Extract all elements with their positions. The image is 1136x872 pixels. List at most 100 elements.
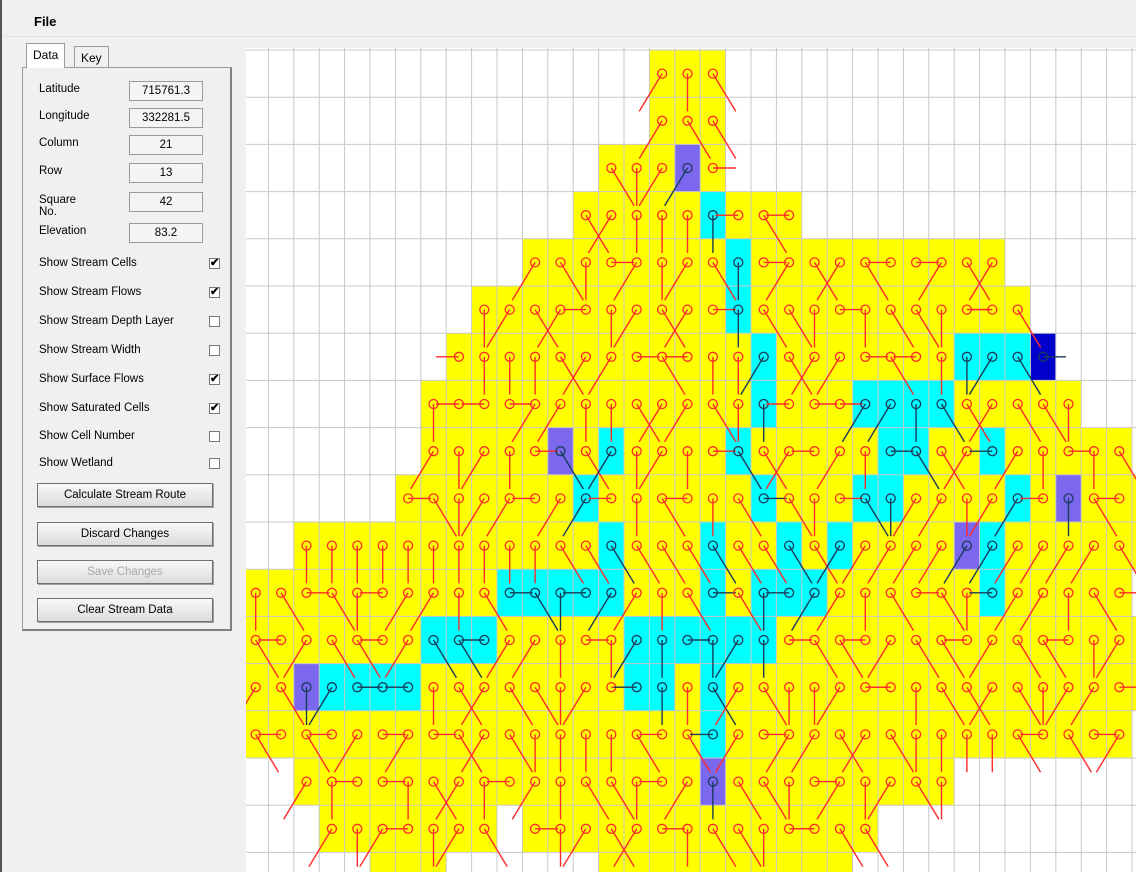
flow-node	[733, 823, 744, 834]
land-cell	[928, 663, 955, 711]
checkbox-show-saturated-cells[interactable]: Show Saturated Cells ✔	[39, 401, 225, 419]
flow-node	[910, 587, 922, 598]
flow-arrow	[486, 309, 511, 348]
flow-arrow	[737, 545, 762, 584]
flow-arrow	[610, 781, 635, 820]
map-canvas[interactable]	[246, 48, 1136, 872]
tab-data[interactable]: Data	[26, 43, 66, 68]
flow-arrow	[511, 262, 536, 301]
map-grid[interactable]	[246, 48, 1136, 872]
flow-node	[860, 729, 871, 740]
flow-node	[783, 304, 795, 315]
flow-arrow	[638, 167, 663, 207]
flow-node	[656, 115, 668, 126]
flow-node	[479, 351, 490, 362]
checkbox-show-wetland[interactable]: Show Wetland	[39, 456, 225, 474]
flow-node	[428, 682, 439, 693]
flow-node	[682, 493, 693, 504]
flow-node	[606, 587, 617, 598]
menu-file[interactable]: File	[34, 14, 57, 29]
flow-arrow	[864, 262, 889, 301]
flow-node	[783, 540, 795, 551]
flow-arrow	[664, 309, 689, 348]
checkbox[interactable]: ✔	[209, 257, 220, 269]
checkbox-show-stream-depth-layer[interactable]: Show Stream Depth Layer	[39, 314, 225, 332]
checkbox-label: Show Stream Depth Layer	[39, 315, 174, 327]
flow-node	[987, 587, 998, 598]
flow-node	[402, 634, 414, 646]
flow-node	[275, 682, 287, 693]
flow-arrow	[839, 734, 864, 773]
flow-arrow	[968, 403, 993, 443]
flow-arrow	[968, 498, 993, 537]
checkbox[interactable]	[209, 345, 220, 356]
flow-node	[987, 540, 998, 551]
checkbox[interactable]	[209, 316, 220, 327]
flow-arrow	[559, 545, 584, 584]
checkbox-show-stream-flows[interactable]: Show Stream Flows ✔	[39, 285, 225, 303]
flow-arrow	[813, 639, 838, 679]
checkbox-show-stream-cells[interactable]: Show Stream Cells ✔	[39, 256, 225, 274]
checkbox-show-surface-flows[interactable]: Show Surface Flows ✔	[39, 372, 225, 390]
flow-node	[885, 446, 896, 457]
flow-node	[250, 682, 261, 693]
flow-node	[733, 776, 744, 787]
flow-arrow	[638, 73, 663, 112]
flow-arrow	[791, 734, 816, 773]
flow-arrow	[664, 403, 689, 443]
flow-arrow	[246, 686, 257, 705]
save-changes-button[interactable]: Save Changes	[37, 560, 213, 584]
flow-node	[504, 540, 515, 551]
flow-node	[352, 729, 363, 740]
flow-arrow	[712, 686, 737, 726]
flow-node	[1114, 682, 1125, 693]
discard-changes-button[interactable]: Discard Changes	[37, 522, 213, 546]
flow-arrow	[994, 545, 1019, 584]
checkbox[interactable]: ✔	[209, 373, 220, 385]
flow-node	[250, 587, 261, 598]
checkbox[interactable]: ✔	[209, 402, 220, 414]
flow-arrow	[890, 309, 915, 348]
flow-node	[402, 587, 414, 598]
flow-arrow	[1070, 686, 1095, 726]
flow-arrow	[585, 781, 610, 820]
checkbox-show-cell-number[interactable]: Show Cell Number	[39, 429, 225, 447]
flow-node	[834, 540, 846, 551]
flow-node	[682, 162, 693, 174]
flow-arrow	[458, 686, 483, 726]
flow-arrow	[255, 734, 280, 773]
flow-arrow	[841, 403, 866, 443]
flow-node	[809, 446, 820, 457]
flow-node	[834, 823, 846, 834]
flow-node	[377, 587, 388, 598]
flow-node	[402, 682, 414, 693]
flow-node	[1063, 398, 1074, 410]
field-value: 13	[129, 163, 203, 183]
land-cell	[801, 852, 828, 872]
flow-arrow	[788, 309, 813, 348]
flow-node	[479, 493, 490, 504]
checkbox-show-stream-width[interactable]: Show Stream Width	[39, 343, 225, 361]
flow-arrow	[460, 498, 485, 537]
clear-stream-data-button[interactable]: Clear Stream Data	[37, 598, 213, 622]
flow-node	[631, 351, 642, 362]
flow-arrow	[432, 781, 457, 820]
flow-arrow	[559, 262, 584, 301]
checkbox[interactable]	[209, 431, 220, 442]
flow-node	[1012, 587, 1023, 598]
checkbox[interactable]	[209, 458, 220, 469]
calculate-stream-route-button[interactable]: Calculate Stream Route	[37, 483, 213, 507]
flow-node	[783, 634, 795, 646]
checkbox[interactable]: ✔	[209, 286, 220, 298]
flow-arrow	[460, 686, 485, 726]
tab-key[interactable]: Key	[74, 46, 109, 67]
flow-node	[453, 493, 465, 504]
flow-arrow	[915, 309, 940, 348]
flow-node	[301, 634, 312, 646]
flow-node	[580, 729, 592, 740]
flow-node	[961, 398, 973, 410]
flow-arrow	[333, 734, 358, 773]
flow-node	[1012, 634, 1023, 646]
flow-arrow	[511, 403, 536, 443]
flow-node	[783, 682, 795, 693]
